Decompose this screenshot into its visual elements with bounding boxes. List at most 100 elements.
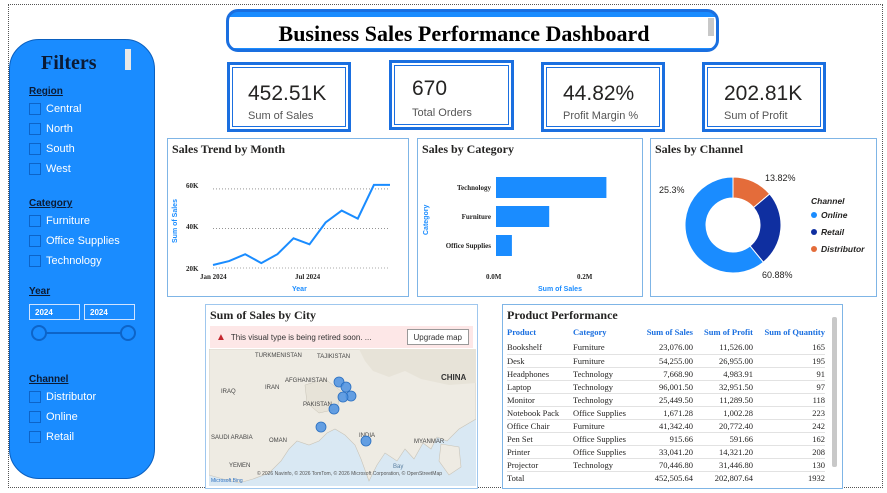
kpi-card-sales: 452.51K Sum of Sales <box>227 62 351 132</box>
checkbox-icon[interactable] <box>29 391 41 403</box>
table-row[interactable]: Desk Furniture 54,255.00 26,955.00 195 <box>507 354 825 368</box>
table-row[interactable]: Bookshelf Furniture 23,076.00 11,526.00 165 <box>507 341 825 355</box>
map-label: IRAQ <box>221 389 236 395</box>
legend-item[interactable]: Distributor <box>821 244 865 254</box>
channel-item-distributor[interactable]: Distributor <box>29 390 96 404</box>
table-scrollbar[interactable] <box>832 317 837 467</box>
map-label: Bay <box>393 464 403 470</box>
kpi-value: 452.51K <box>248 82 327 105</box>
kpi-card-orders: 670 Total Orders <box>389 60 514 130</box>
filters-panel: Filters Region Central North South West … <box>9 39 155 479</box>
region-item-south[interactable]: South <box>29 142 75 156</box>
filters-handle[interactable] <box>125 49 131 70</box>
col-product[interactable]: Product <box>507 327 537 337</box>
legend-marker <box>811 212 817 218</box>
checkbox-icon[interactable] <box>29 215 41 227</box>
year-from-input[interactable]: 2024 <box>29 304 80 320</box>
checkbox-icon[interactable] <box>29 411 41 423</box>
x-axis-title: Year <box>292 286 307 293</box>
product-panel: Product Performance Product Category Sum… <box>502 304 843 489</box>
x-tick: Jan 2024 <box>200 273 227 281</box>
sales-trend-line <box>212 183 390 266</box>
map-label: PAKISTAN <box>303 402 332 408</box>
title-banner: Business Sales Performance Dashboard <box>226 9 719 52</box>
y-axis-title: Sum of Sales <box>172 199 179 243</box>
kpi-value: 44.82% <box>563 82 635 105</box>
col-sales[interactable]: Sum of Sales <box>646 327 693 337</box>
category-bar[interactable] <box>496 206 550 227</box>
kpi-value: 202.81K <box>724 82 803 105</box>
channel-label: Channel <box>29 374 69 385</box>
legend-item[interactable]: Online <box>821 210 848 220</box>
region-item-north[interactable]: North <box>29 122 73 136</box>
table-row[interactable]: Projector Technology 70,446.80 31,446.80 130 <box>507 458 825 472</box>
category-bar[interactable] <box>496 177 607 198</box>
year-slider-start-handle[interactable] <box>31 325 47 341</box>
table-row[interactable]: Office Chair Furniture 41,342.40 20,772.40 2… <box>507 419 825 433</box>
channel-item-retail[interactable]: Retail <box>29 430 74 444</box>
x-axis-title: Sum of Sales <box>538 286 582 293</box>
x-tick: 0.0M <box>486 273 502 281</box>
year-slider-track[interactable] <box>38 332 130 334</box>
checkbox-icon[interactable] <box>29 431 41 443</box>
year-label: Year <box>29 286 51 297</box>
slice-label-distributor: 13.82% <box>765 173 796 183</box>
upgrade-map-button[interactable]: Upgrade map <box>406 329 469 345</box>
map-label: AFGHANISTAN <box>285 378 327 384</box>
kpi-card-profit: 202.81K Sum of Profit <box>702 62 826 132</box>
page-title: Business Sales Performance Dashboard <box>278 21 650 46</box>
checkbox-icon[interactable] <box>29 123 41 135</box>
table-row[interactable]: Pen Set Office Supplies 915.66 591.66 162 <box>507 432 825 446</box>
banner-handle <box>708 18 714 36</box>
region-item-west[interactable]: West <box>29 162 71 176</box>
checkbox-icon[interactable] <box>29 163 41 175</box>
checkbox-icon[interactable] <box>29 255 41 267</box>
table-row[interactable]: Printer Office Supplies 33,041.20 14,321.20… <box>507 445 825 459</box>
retirement-warning: ▲ This visual type is being retired soon… <box>210 326 473 348</box>
checkbox-icon[interactable] <box>29 143 41 155</box>
map-label: CHINA <box>441 373 467 382</box>
legend-marker <box>811 246 817 252</box>
region-label: Region <box>29 86 63 97</box>
city-bubble[interactable] <box>337 391 349 403</box>
checkbox-icon[interactable] <box>29 103 41 115</box>
city-bubble[interactable] <box>328 403 340 415</box>
kpi-label: Sum of Profit <box>724 110 788 122</box>
table-row[interactable]: Notebook Pack Office Supplies 1,671.28 1,00… <box>507 406 825 420</box>
category-panel: Sales by Category Technology Furniture Off… <box>417 138 643 297</box>
x-tick: 0.2M <box>577 273 593 281</box>
donut-slice-online[interactable] <box>684 176 765 274</box>
city-bubble[interactable] <box>315 421 327 433</box>
kpi-label: Total Orders <box>412 107 472 119</box>
city-bubble[interactable] <box>360 435 372 447</box>
slice-label-online: 60.88% <box>762 270 793 280</box>
map-label: TURKMENISTAN <box>255 353 302 359</box>
table-row[interactable]: Laptop Technology 96,001.50 32,951.50 97 <box>507 380 825 394</box>
category-item-furniture[interactable]: Furniture <box>29 214 90 228</box>
year-to-input[interactable]: 2024 <box>84 304 135 320</box>
col-quantity[interactable]: Sum of Quantity <box>764 327 825 337</box>
map-label: MYANMAR <box>414 439 445 445</box>
table-row[interactable]: Headphones Technology 7,668.90 4,983.91 91 <box>507 367 825 381</box>
channel-item-online[interactable]: Online <box>29 410 78 424</box>
year-slider-end-handle[interactable] <box>120 325 136 341</box>
category-bar[interactable] <box>496 235 512 256</box>
table-row[interactable]: Monitor Technology 25,449.50 11,289.50 118 <box>507 393 825 407</box>
product-title: Product Performance <box>507 308 618 322</box>
sales-trend-panel: Sales Trend by Month 60K 40K 20K Jan 202… <box>167 138 409 297</box>
city-bubble[interactable] <box>340 381 352 393</box>
slice-label-retail: 25.3% <box>659 185 685 195</box>
category-label: Category <box>29 198 73 209</box>
map-label: IRAN <box>265 385 279 391</box>
legend-item[interactable]: Retail <box>821 227 845 237</box>
checkbox-icon[interactable] <box>29 235 41 247</box>
city-map[interactable]: TURKMENISTAN TAJIKISTAN CHINA IRAQ IRAN … <box>209 349 476 486</box>
table-total-row: Total 452,505.64 202,807.64 1932 <box>507 470 825 485</box>
region-item-central[interactable]: Central <box>29 102 81 116</box>
map-panel: Sum of Sales by City ▲ This visual type … <box>205 304 478 489</box>
col-category[interactable]: Category <box>573 327 607 337</box>
category-item-office-supplies[interactable]: Office Supplies <box>29 234 120 248</box>
sales-trend-chart: 60K 40K 20K Jan 2024 Jul 2024 Year Sum o… <box>172 182 390 293</box>
category-item-technology[interactable]: Technology <box>29 254 102 268</box>
col-profit[interactable]: Sum of Profit <box>704 327 753 337</box>
